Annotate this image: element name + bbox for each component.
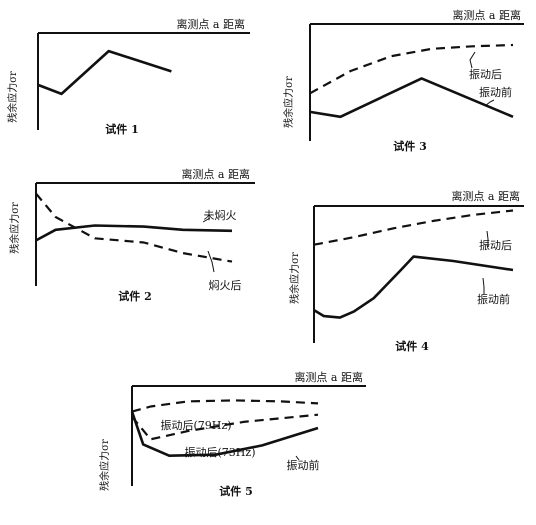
x-axis-label: 离测点 a 距离 [294, 370, 363, 384]
series-line-1 [131, 399, 319, 413]
x-axis-label: 离测点 a 距离 [451, 189, 520, 203]
series-label-leader-1 [469, 51, 476, 69]
y-axis-label: 残余应力σr [282, 76, 295, 128]
series-label-leader-1 [202, 217, 211, 223]
x-axis-label: 离测点 a 距离 [181, 167, 250, 181]
series-label-leader-2 [482, 277, 485, 294]
y-axis-label: 残余应力σr [288, 252, 301, 304]
series-line-2 [313, 255, 514, 319]
series-label-2: 焖火后 [209, 278, 242, 292]
x-axis-label: 离测点 a 距离 [452, 8, 521, 22]
series-label-leader-1 [486, 230, 489, 247]
series-line-2 [35, 192, 233, 263]
y-axis-label: 残余应力σr [8, 202, 21, 254]
series-label-leader-3 [295, 455, 300, 461]
series-line-1 [37, 49, 172, 96]
series-line-3 [130, 411, 319, 457]
series-label-leader-2 [207, 250, 215, 273]
series-label-1: 振动后(79Hz) [161, 418, 232, 432]
series-label-3: 振动前 [287, 458, 320, 472]
series-line-1 [309, 43, 514, 95]
chart-title: 试件 1 [105, 122, 138, 136]
chart-title: 试件 4 [395, 339, 429, 353]
series-label-1: 未焖火 [204, 208, 237, 222]
series-label-2: 振动前 [477, 292, 510, 306]
x-axis-label: 离测点 a 距离 [176, 17, 245, 31]
y-axis-label: 残余应力σr [98, 439, 111, 491]
series-line-1 [313, 209, 514, 246]
series-label-1: 振动后 [469, 67, 502, 81]
series-label-2: 振动后(73Hz) [185, 445, 256, 459]
series-line-1 [35, 224, 233, 242]
chart-title: 试件 5 [219, 484, 252, 498]
series-line-2 [131, 413, 319, 441]
chart-title: 试件 2 [118, 289, 151, 303]
y-axis-label: 残余应力σr [6, 71, 19, 123]
series-label-1: 振动后 [479, 238, 512, 252]
series-label-2: 振动前 [479, 85, 512, 99]
series-line-2 [309, 77, 514, 119]
series-label-leader-2 [484, 99, 495, 107]
chart-title: 试件 3 [393, 139, 426, 153]
